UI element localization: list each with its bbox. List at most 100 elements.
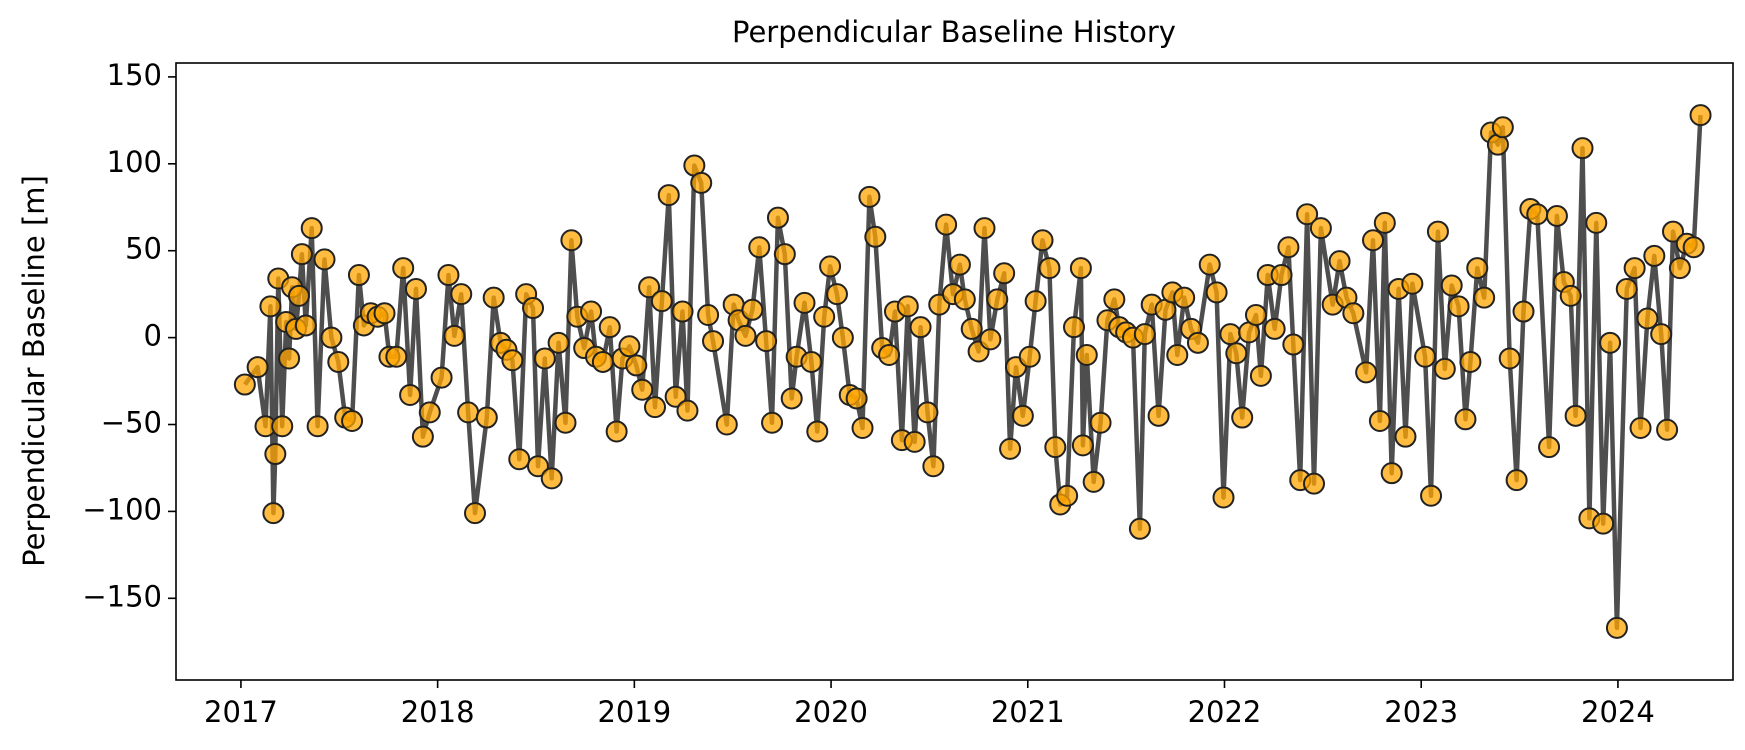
data-point: [522, 297, 545, 320]
data-point: [1440, 274, 1463, 297]
x-tick-label: 2019: [597, 695, 671, 729]
data-point: [1231, 406, 1254, 429]
data-point: [1414, 345, 1437, 368]
data-point: [1447, 295, 1470, 318]
data-point: [300, 217, 323, 240]
data-point: [1615, 277, 1638, 300]
data-point: [1069, 257, 1092, 280]
y-tick-label: 0: [144, 319, 162, 353]
data-point: [1342, 302, 1365, 325]
data-point: [1173, 286, 1196, 309]
data-point: [793, 291, 816, 314]
data-point: [1024, 290, 1047, 313]
data-point: [1668, 257, 1691, 280]
data-point: [831, 326, 854, 349]
data-point: [1212, 486, 1235, 509]
data-point: [973, 217, 996, 240]
data-point: [979, 328, 1002, 351]
data-point: [554, 411, 577, 434]
data-point: [1585, 211, 1608, 234]
data-point: [858, 185, 881, 208]
data-point: [1328, 250, 1351, 273]
data-point: [246, 356, 269, 379]
data-point: [508, 448, 531, 471]
data-point: [1545, 204, 1568, 227]
data-point: [1225, 342, 1248, 365]
data-point: [1166, 343, 1189, 366]
data-point: [271, 415, 294, 438]
data-point: [264, 443, 287, 466]
data-point: [437, 264, 460, 287]
data-point: [399, 383, 422, 406]
data-point: [404, 277, 427, 300]
data-point: [294, 314, 317, 337]
data-point: [320, 326, 343, 349]
data-point: [1689, 104, 1712, 127]
data-point: [1380, 462, 1403, 485]
data-point: [1368, 410, 1391, 433]
data-point: [547, 331, 570, 354]
data-point: [1643, 244, 1666, 267]
data-point: [1018, 345, 1041, 368]
y-axis-label: Perpendicular Baseline [m]: [17, 175, 51, 567]
y-tick-label: 150: [107, 58, 162, 92]
data-point: [1044, 436, 1067, 459]
data-point: [625, 354, 648, 377]
data-point: [780, 387, 803, 410]
data-point: [1505, 469, 1528, 492]
data-point: [948, 253, 971, 276]
data-point: [1263, 317, 1286, 340]
x-tick-label: 2017: [204, 695, 278, 729]
data-point: [702, 330, 725, 353]
data-point: [482, 286, 505, 309]
x-tick-label: 2022: [1188, 695, 1262, 729]
data-point: [1592, 512, 1615, 535]
data-point: [755, 330, 778, 353]
plot-frame: [175, 62, 1734, 681]
data-point: [1571, 137, 1594, 160]
chart-title: Perpendicular Baseline History: [732, 15, 1176, 49]
data-point: [896, 295, 919, 318]
data-point: [327, 350, 350, 373]
data-point: [1205, 281, 1228, 304]
data-point: [450, 283, 473, 306]
data-point: [1075, 343, 1098, 366]
y-tick-label: 100: [107, 145, 162, 179]
data-point: [734, 324, 757, 347]
data-point: [1394, 425, 1417, 448]
data-point: [540, 467, 563, 490]
data-point: [1071, 434, 1094, 457]
data-point: [851, 416, 874, 439]
series-line: [243, 114, 1703, 631]
data-point: [664, 385, 687, 408]
data-point: [1089, 411, 1112, 434]
data-point: [903, 430, 926, 453]
data-point: [864, 225, 887, 248]
data-point: [392, 257, 415, 280]
data-point: [1662, 220, 1685, 243]
data-point: [1682, 236, 1705, 259]
data-point: [411, 425, 434, 448]
data-point: [1420, 484, 1443, 507]
data-point: [1650, 323, 1673, 346]
data-point: [1459, 350, 1482, 373]
data-point: [748, 236, 771, 259]
data-point: [1401, 272, 1424, 295]
data-point: [1011, 404, 1034, 427]
data-point: [806, 420, 829, 443]
y-tick-label: −100: [82, 492, 162, 526]
data-point: [800, 350, 823, 373]
data-point: [580, 300, 603, 323]
data-point: [761, 411, 784, 434]
data-point: [591, 350, 614, 373]
data-point: [1063, 316, 1086, 339]
data-point: [1103, 288, 1126, 311]
data-point: [935, 213, 958, 236]
data-point: [347, 264, 370, 287]
data-point: [278, 347, 301, 370]
data-point: [1454, 408, 1477, 431]
data-point: [1629, 416, 1652, 439]
x-tick-label: 2024: [1581, 695, 1655, 729]
data-point: [960, 317, 983, 340]
